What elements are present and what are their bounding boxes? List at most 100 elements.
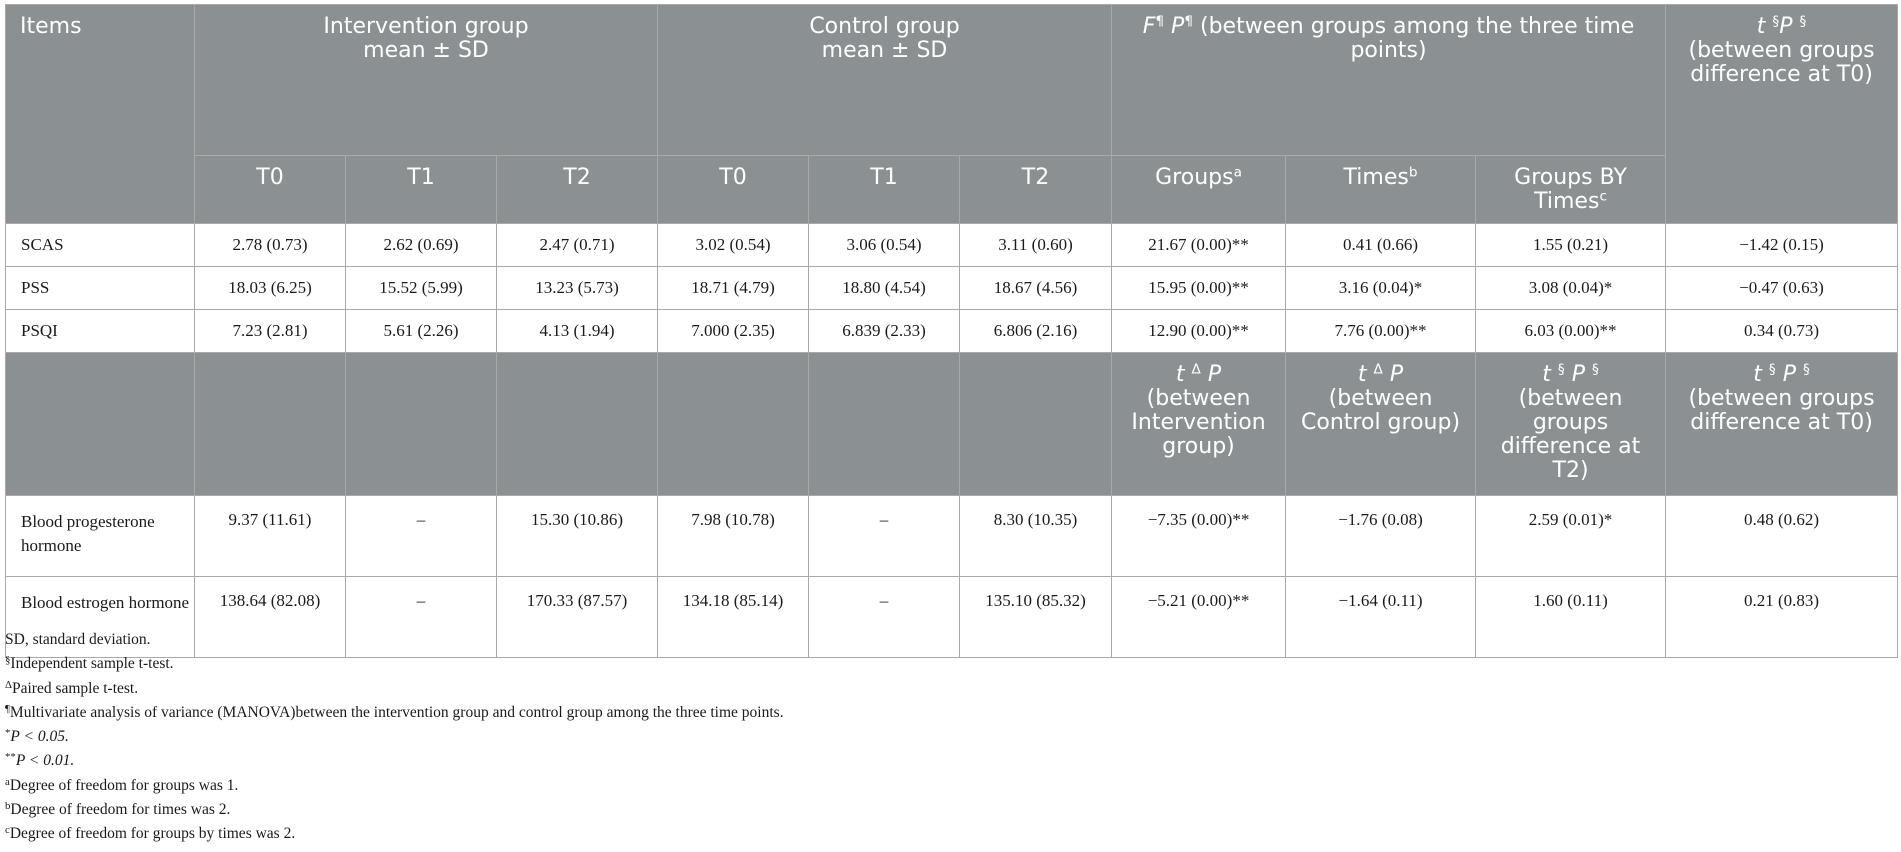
table-cell: 134.18 (85.14) <box>657 576 810 658</box>
table-cell: 6.806 (2.16) <box>959 309 1113 353</box>
times-label: Times <box>1343 165 1409 190</box>
t-p-t0-header: t §P § (between groups difference at T0) <box>1665 4 1899 224</box>
table-row: PSQI 7.23 (2.81) 5.61 (2.26) 4.13 (1.94)… <box>5 309 1899 353</box>
table-cell: 5.61 (2.26) <box>345 309 497 353</box>
section-mark: § <box>1591 361 1599 378</box>
table-cell: −5.21 (0.00)** <box>1111 576 1287 658</box>
table-cell: 7.000 (2.35) <box>657 309 810 353</box>
blank-header-cell <box>194 352 346 496</box>
table-cell: 6.839 (2.33) <box>808 309 961 353</box>
footnotes: SD, standard deviation. §Independent sam… <box>5 628 784 847</box>
footnote-text: Multivariate analysis of variance (MANOV… <box>9 703 784 721</box>
footnote-mark: ¶ <box>5 703 10 716</box>
table-cell: −0.47 (0.63) <box>1665 266 1899 310</box>
table-cell: – <box>345 576 497 658</box>
intervention-t1-header: T1 <box>345 155 497 224</box>
footnote-df-times: bDegree of freedom for times was 2. <box>5 798 784 822</box>
table-cell: 15.30 (10.86) <box>495 495 659 577</box>
t-delta-intervention-description: (between Intervention group) <box>1131 386 1266 459</box>
table-cell: 21.67 (0.00)** <box>1111 223 1287 267</box>
table-cell: 4.13 (1.94) <box>495 309 659 353</box>
p-symbol: P <box>1207 362 1222 387</box>
blank-header-cell <box>345 352 497 496</box>
table-cell: – <box>345 495 497 577</box>
table-cell: 18.71 (4.79) <box>657 266 810 310</box>
pilcrow-mark: ¶ <box>1184 13 1193 30</box>
p-symbol: P <box>1389 362 1404 387</box>
t-symbol: t <box>1542 362 1551 387</box>
footnote-mark: § <box>5 654 11 667</box>
control-mean-sd-label: mean ± SD <box>821 38 948 63</box>
section-mark: § <box>1768 361 1776 378</box>
superscript-a: a <box>1233 164 1242 181</box>
t-symbol: t <box>1753 362 1762 387</box>
intervention-t2-header: T2 <box>495 155 659 224</box>
t-p-t2-description: (between groups difference at T2) <box>1500 386 1641 483</box>
p-symbol: P <box>1171 14 1185 39</box>
table-cell: 6.03 (0.00)** <box>1475 309 1667 353</box>
groups-label: Groups <box>1155 165 1234 190</box>
f-symbol: F <box>1142 14 1156 39</box>
footnote-mark: * <box>5 727 11 740</box>
groups-by-times-label: Groups BY Times <box>1514 165 1627 214</box>
header-row-2: T0 T1 T2 T0 T1 T2 Groupsa Timesb Groups … <box>6 155 1898 224</box>
row-label: Blood estrogen hormone <box>5 576 195 658</box>
table-cell: 18.67 (4.56) <box>959 266 1113 310</box>
footnote-mark: ** <box>5 751 16 764</box>
intervention-t0-header: T0 <box>194 155 346 224</box>
table-cell: 3.08 (0.04)* <box>1475 266 1667 310</box>
footnote-text: Degree of freedom for groups was 1. <box>9 776 239 794</box>
footnote-text: P < 0.05. <box>10 728 69 746</box>
t-symbol: t <box>1756 14 1766 39</box>
footnote-mark: Δ <box>5 678 12 691</box>
table-cell: 7.23 (2.81) <box>194 309 346 353</box>
footnote-text: Independent sample t-test. <box>10 655 174 673</box>
table-cell: 3.02 (0.54) <box>657 223 810 267</box>
intervention-group-header: Intervention group mean ± SD <box>193 4 659 156</box>
footnote-sd: SD, standard deviation. <box>5 628 784 652</box>
blank-header-cell <box>495 352 659 496</box>
table-cell: 2.47 (0.71) <box>495 223 659 267</box>
row-label: PSS <box>5 266 195 310</box>
section-mark: § <box>1772 13 1780 30</box>
table-cell: 12.90 (0.00)** <box>1111 309 1287 353</box>
table-cell: – <box>808 576 961 658</box>
table-cell: 2.62 (0.69) <box>345 223 497 267</box>
table-cell: 7.76 (0.00)** <box>1285 309 1477 353</box>
footnote-p005: *P < 0.05. <box>5 725 784 749</box>
table-cell: 2.59 (0.01)* <box>1475 495 1667 577</box>
superscript-b: b <box>1408 164 1418 181</box>
t-delta-control-description: (between Control group) <box>1301 386 1461 435</box>
table-cell: −1.42 (0.15) <box>1665 223 1899 267</box>
delta-mark: Δ <box>1191 361 1201 378</box>
table-row: SCAS 2.78 (0.73) 2.62 (0.69) 2.47 (0.71)… <box>5 223 1899 267</box>
p-symbol: P <box>1571 362 1585 387</box>
blank-header-cell <box>5 352 195 496</box>
table-cell: −7.35 (0.00)** <box>1111 495 1287 577</box>
header-row-1: Items Intervention group mean ± SD Contr… <box>5 4 1899 224</box>
control-group-label: Control group <box>809 14 960 39</box>
p-symbol: P <box>1779 14 1793 39</box>
table-cell: 15.52 (5.99) <box>345 266 497 310</box>
table-cell: 3.16 (0.04)* <box>1285 266 1477 310</box>
footnote-mark: b <box>5 800 11 813</box>
table-cell: 0.21 (0.83) <box>1665 576 1899 658</box>
t-p-t0-description-2: (between groups difference at T0) <box>1688 386 1875 435</box>
table-row: PSS 18.03 (6.25) 15.52 (5.99) 13.23 (5.7… <box>5 266 1899 310</box>
table-cell: 0.34 (0.73) <box>1665 309 1899 353</box>
footnote-manova: ¶Multivariate analysis of variance (MANO… <box>5 701 784 725</box>
results-table: Items Intervention group mean ± SD Contr… <box>5 4 1899 658</box>
times-header: Timesb <box>1285 155 1477 224</box>
p-symbol: P <box>1782 362 1796 387</box>
table-row: Blood estrogen hormone 138.64 (82.08) – … <box>5 576 1899 658</box>
table-cell: – <box>808 495 961 577</box>
footnote-text: SD, standard deviation. <box>5 631 151 648</box>
delta-mark: Δ <box>1373 361 1383 378</box>
t-symbol: t <box>1357 362 1367 387</box>
table-cell: 13.23 (5.73) <box>495 266 659 310</box>
control-t0-header: T0 <box>657 155 810 224</box>
t-p-t0-header-2: t § P § (between groups difference at T0… <box>1665 352 1899 496</box>
footnote-df-groups: aDegree of freedom for groups was 1. <box>5 774 784 798</box>
t-delta-intervention-header: t Δ P (between Intervention group) <box>1111 352 1287 496</box>
table-cell: 18.80 (4.54) <box>808 266 961 310</box>
